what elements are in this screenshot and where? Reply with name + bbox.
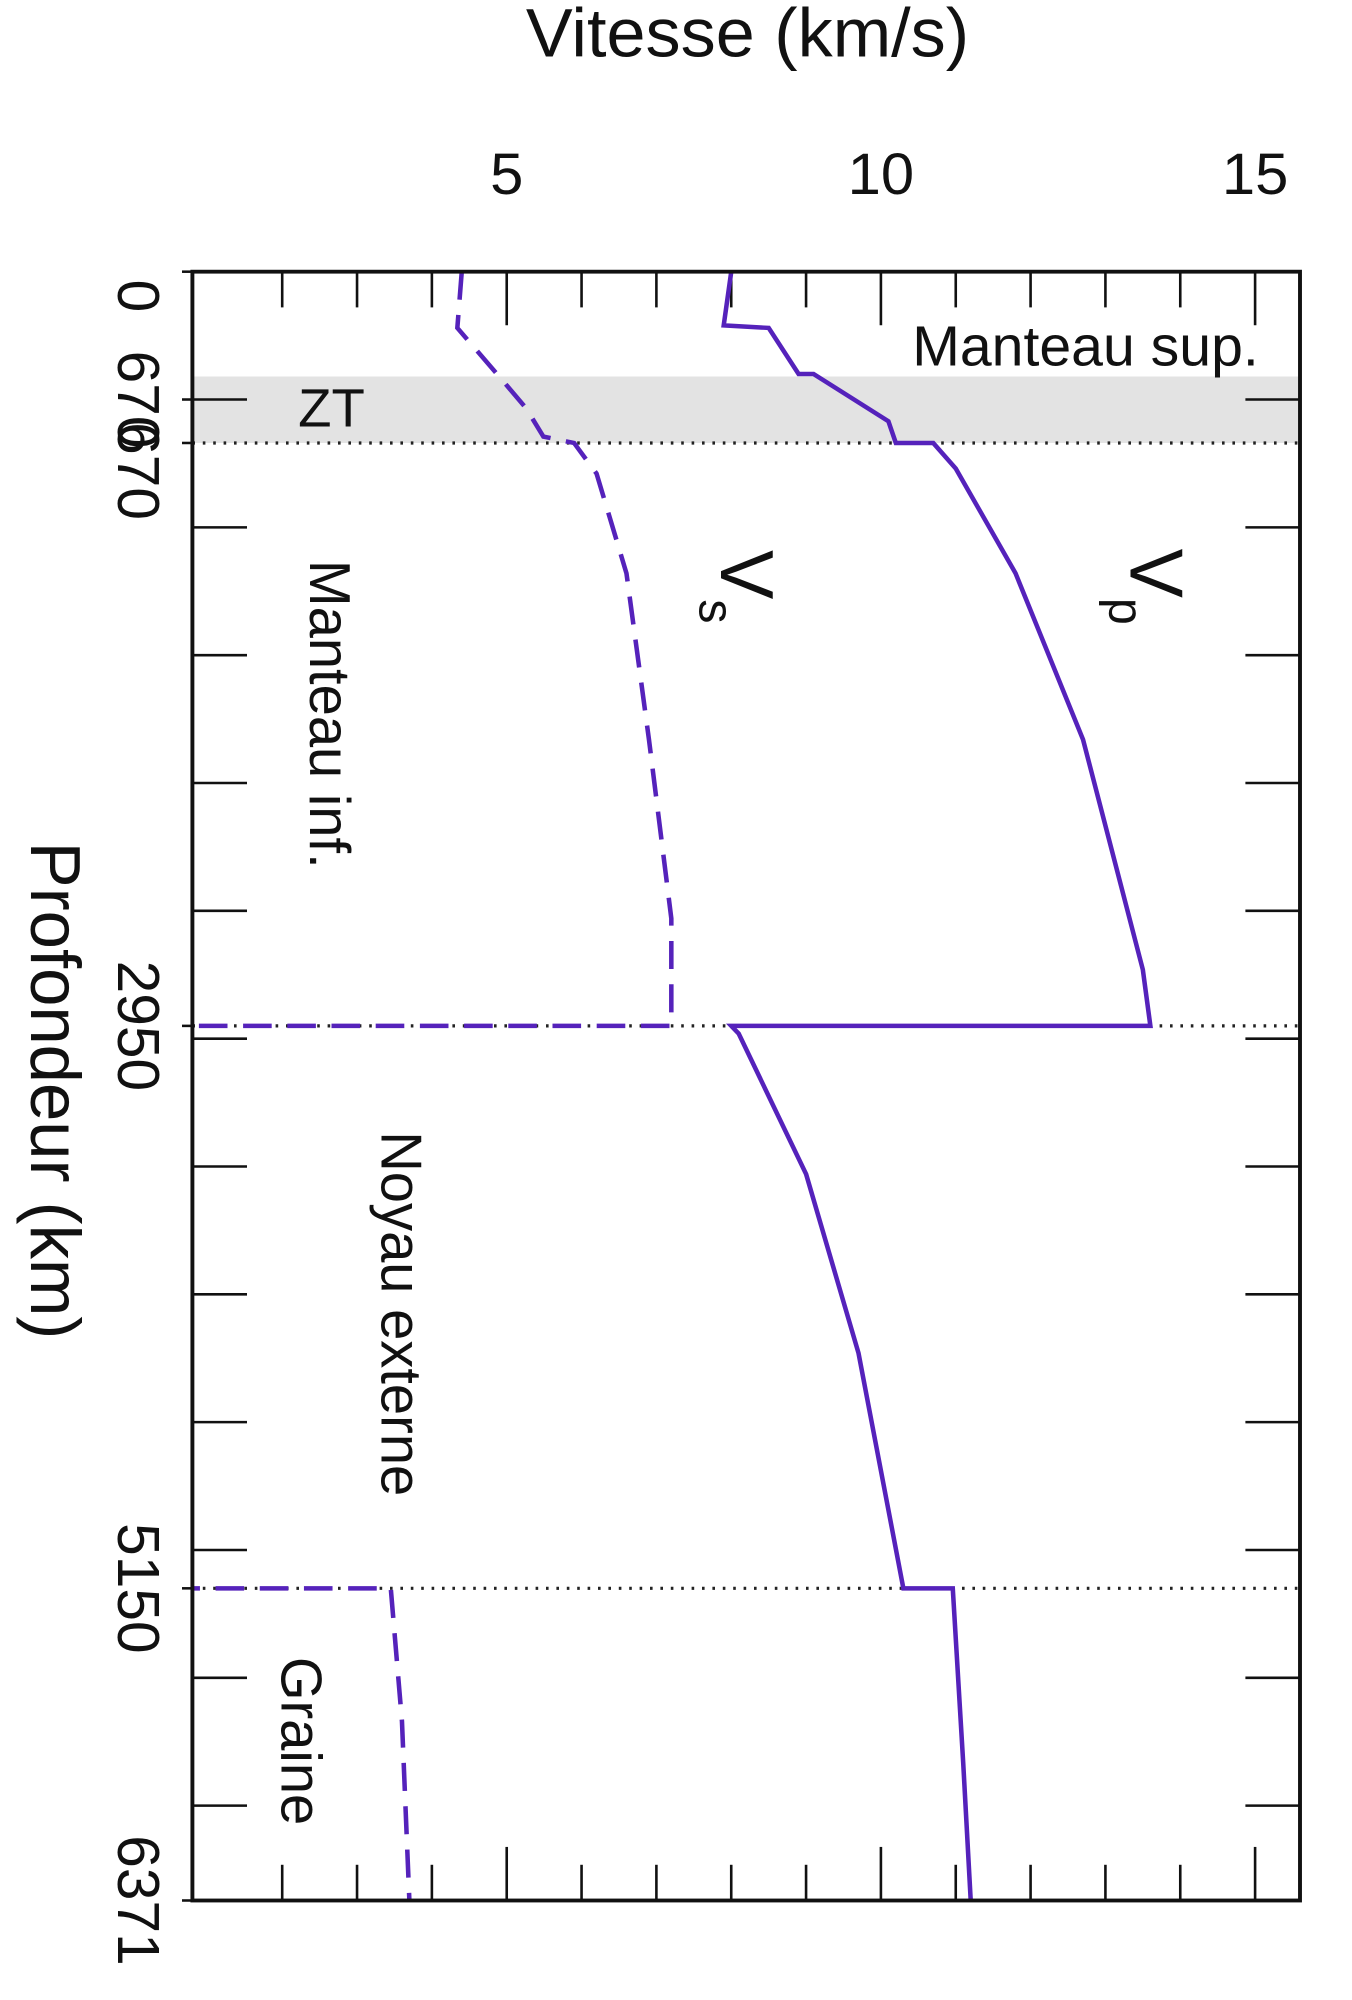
region-label: Noyau externe	[368, 1131, 432, 1496]
region-label: Manteau sup.	[912, 316, 1259, 378]
series-label: Vs	[688, 550, 789, 624]
plot-frame	[190, 269, 1302, 1903]
x-axis-title: Vitesse (km/s)	[526, 0, 969, 71]
band-label: ZT	[298, 379, 365, 438]
series-line	[721, 271, 1153, 1901]
y-tick-label: 2950	[105, 961, 173, 1091]
region-label: Graine	[268, 1657, 332, 1825]
y-tick-label: 0	[105, 280, 173, 313]
series-line	[192, 271, 674, 1901]
y-tick-label: 670	[105, 422, 173, 520]
y-tick-label: 6371	[105, 1835, 173, 1965]
region-label: Manteau inf.	[297, 560, 361, 869]
y-axis-title: Profondeur (km)	[16, 842, 95, 1340]
plot-group: Vitesse (km/s) Profondeur (km) ZT 5 10 15 0 6…	[16, 0, 1302, 1966]
series-group	[192, 271, 1153, 1901]
shaded-band	[192, 376, 1300, 443]
series-label: Vp	[1098, 549, 1199, 625]
x-tick-label: 5	[490, 141, 523, 207]
y-tick-label: 5150	[105, 1523, 173, 1653]
x-tick-label: 10	[848, 141, 914, 207]
x-tick-label: 15	[1222, 141, 1288, 207]
y-tick-label: 670	[105, 351, 173, 449]
